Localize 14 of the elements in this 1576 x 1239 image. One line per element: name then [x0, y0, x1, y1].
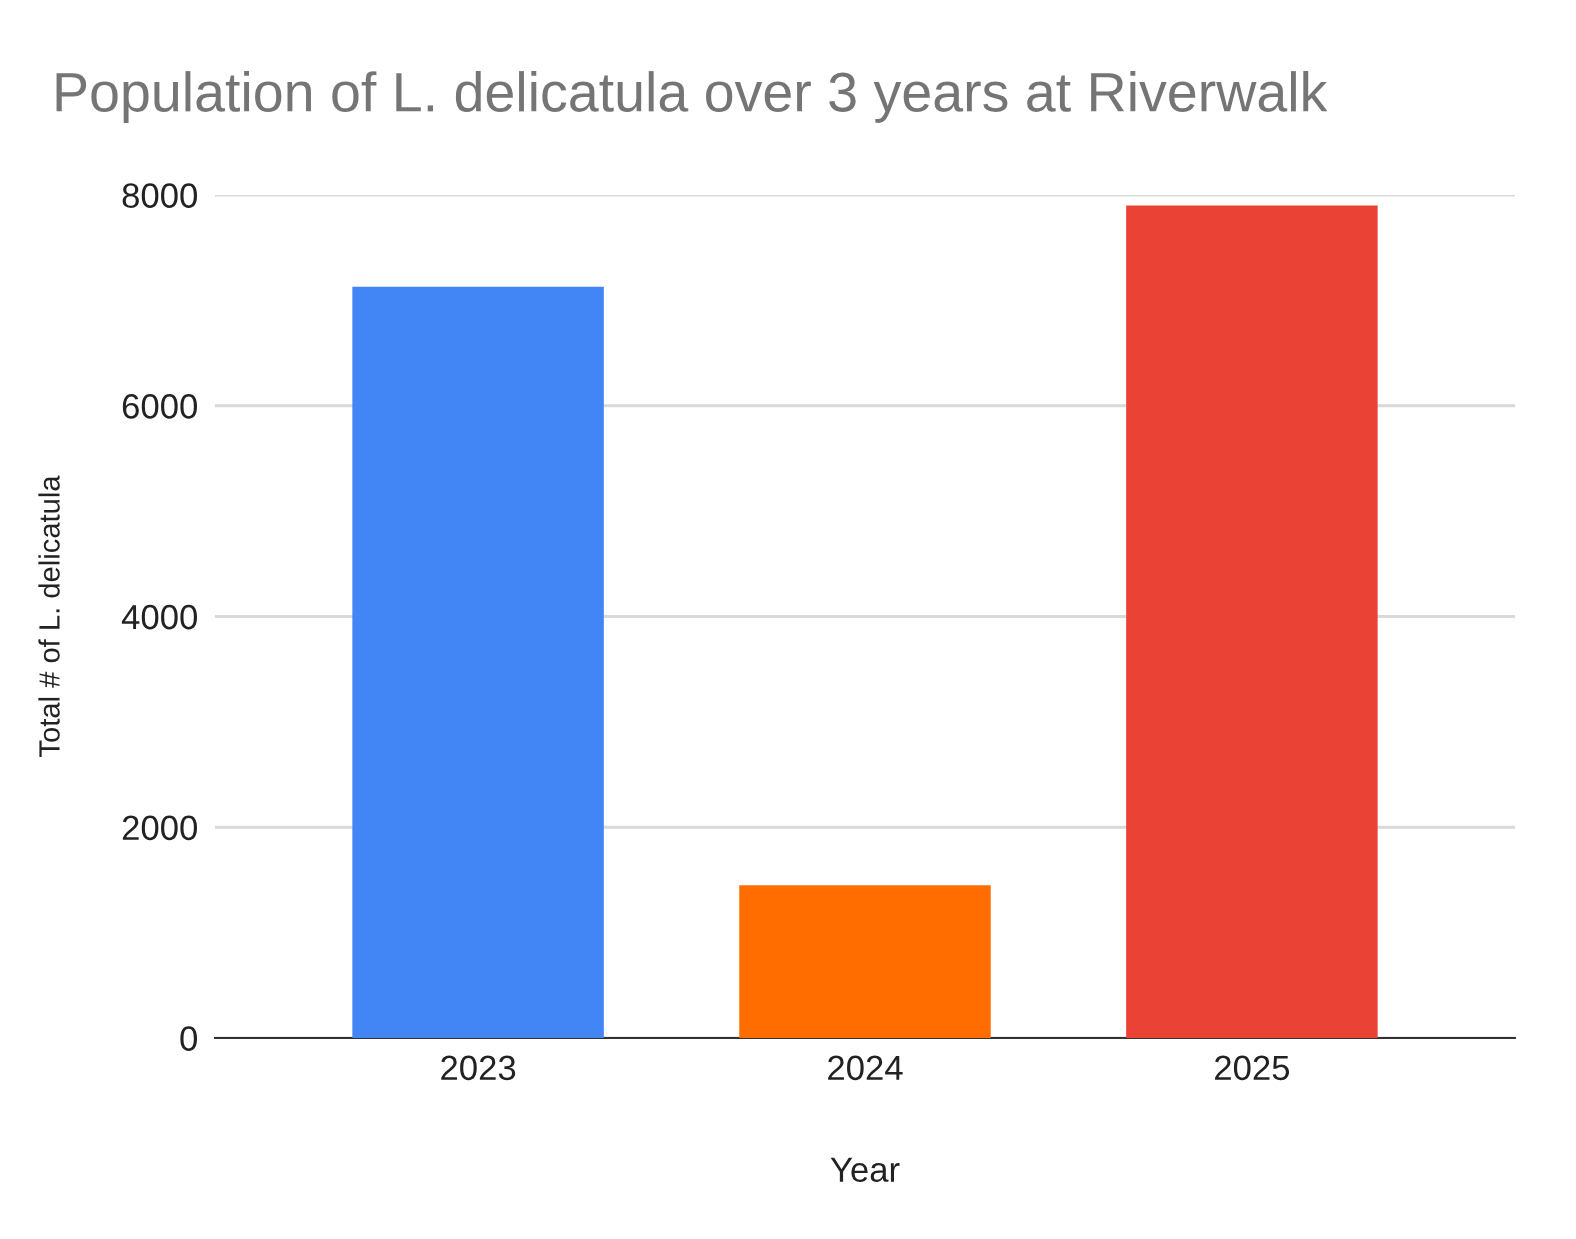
y-tick-label: 6000 — [122, 394, 197, 419]
chart-title: Population of L. delicatula over 3 years at Riverwalk — [56, 71, 1328, 123]
bar — [739, 885, 991, 1038]
x-axis-title: Year — [830, 1157, 900, 1182]
x-tick-label: 2023 — [441, 1055, 516, 1081]
y-tick-label: 8000 — [122, 183, 197, 208]
bar — [1126, 205, 1378, 1038]
x-tick-label: 2024 — [828, 1055, 903, 1081]
y-tick-label: 0 — [180, 1026, 197, 1051]
y-tick-label: 2000 — [122, 815, 197, 841]
bar — [352, 286, 604, 1038]
x-tick-label: 2025 — [1215, 1055, 1290, 1081]
y-tick-label: 4000 — [121, 604, 197, 630]
y-axis-title: Total # of L. delicatula — [38, 475, 60, 757]
